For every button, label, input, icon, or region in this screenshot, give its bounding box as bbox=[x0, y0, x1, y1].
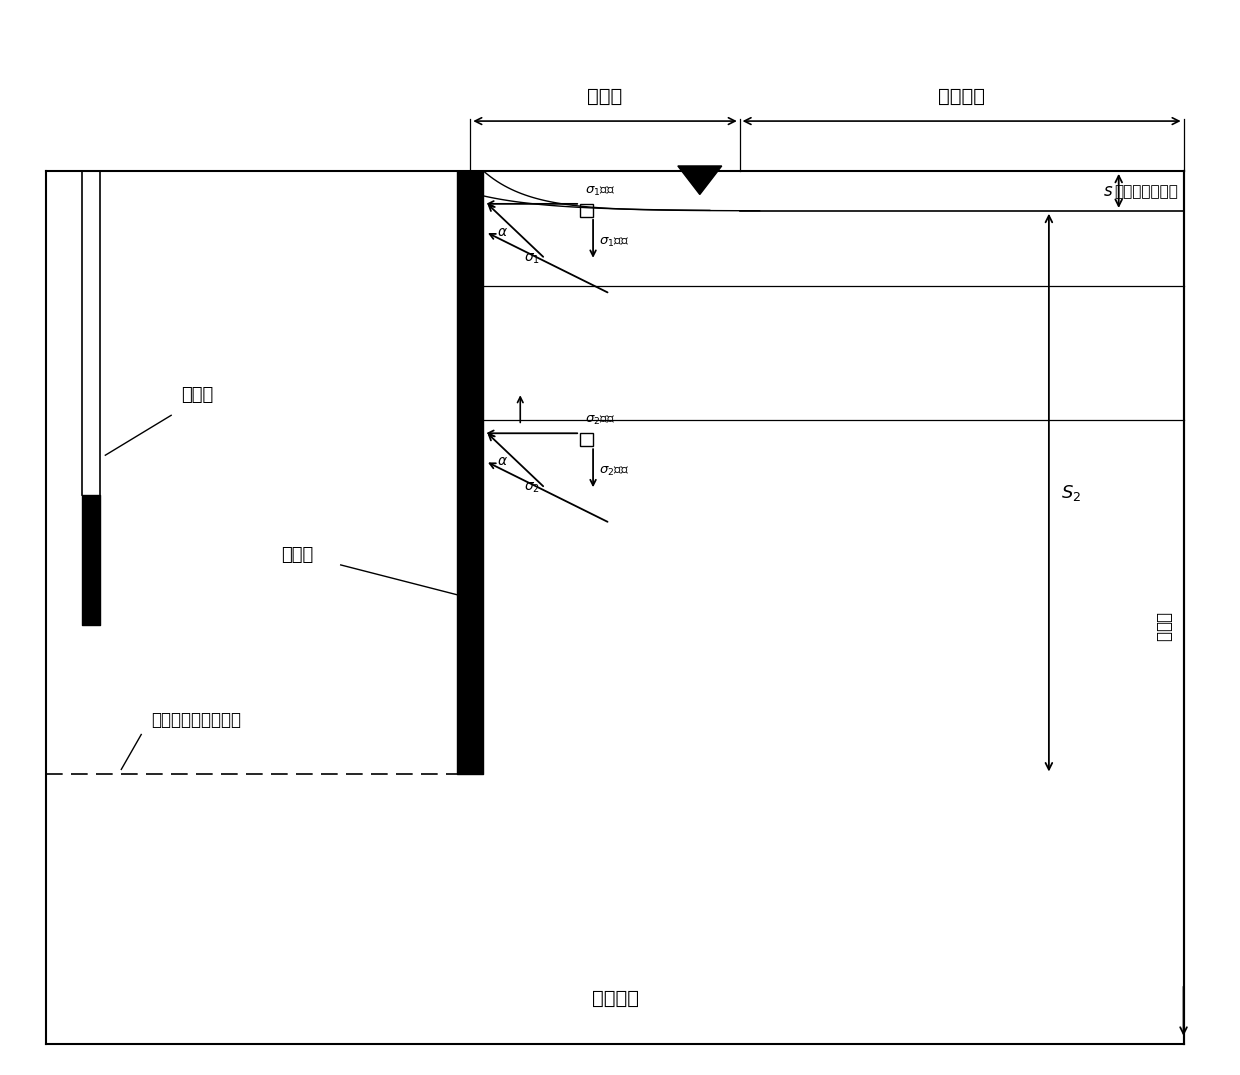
Text: $S_2$: $S_2$ bbox=[1061, 483, 1081, 503]
Text: $\sigma_{2}$竖直: $\sigma_{2}$竖直 bbox=[599, 465, 629, 478]
Text: 降水井: 降水井 bbox=[181, 386, 213, 404]
Text: 不透水层: 不透水层 bbox=[591, 989, 639, 1008]
Text: $s$: $s$ bbox=[1104, 182, 1114, 200]
Text: $\sigma_{1}$竖直: $\sigma_{1}$竖直 bbox=[599, 235, 629, 248]
Text: 坤外稳定水位线: 坤外稳定水位线 bbox=[1115, 184, 1178, 199]
Text: $\sigma_{1}$水平: $\sigma_{1}$水平 bbox=[585, 185, 615, 198]
Text: 潜水层: 潜水层 bbox=[1154, 613, 1173, 642]
Polygon shape bbox=[678, 166, 722, 195]
Text: $\alpha$: $\alpha$ bbox=[497, 225, 508, 239]
Bar bbox=[580, 433, 593, 446]
Bar bbox=[580, 204, 593, 217]
Text: 基坑内有效影响深度: 基坑内有效影响深度 bbox=[151, 711, 242, 729]
Text: $\alpha$: $\alpha$ bbox=[497, 455, 508, 469]
Text: 绕漗区: 绕漗区 bbox=[588, 87, 622, 106]
Text: $\sigma_1$: $\sigma_1$ bbox=[525, 252, 541, 266]
Text: 非绕漗区: 非绕漗区 bbox=[939, 87, 985, 106]
Text: $\sigma_{2}$水平: $\sigma_{2}$水平 bbox=[585, 414, 615, 427]
Text: $\sigma_2$: $\sigma_2$ bbox=[525, 481, 541, 496]
Text: 地连墙: 地连墙 bbox=[281, 546, 314, 564]
